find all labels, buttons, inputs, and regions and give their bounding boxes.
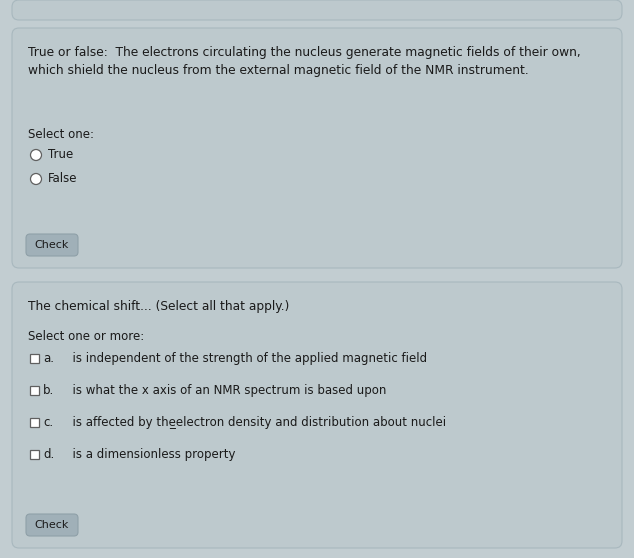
Circle shape <box>30 150 41 161</box>
FancyBboxPatch shape <box>12 282 622 548</box>
Text: b.: b. <box>43 384 55 397</box>
Text: d.: d. <box>43 448 55 461</box>
Text: which shield the nucleus from the external magnetic field of the NMR instrument.: which shield the nucleus from the extern… <box>28 64 529 77</box>
Text: Select one:: Select one: <box>28 128 94 141</box>
FancyBboxPatch shape <box>12 28 622 268</box>
FancyBboxPatch shape <box>30 354 39 363</box>
Text: False: False <box>48 172 77 185</box>
Circle shape <box>30 174 41 185</box>
Text: c.: c. <box>43 416 53 429</box>
FancyBboxPatch shape <box>12 0 622 20</box>
FancyBboxPatch shape <box>30 450 39 459</box>
Text: is affected by the̲electron density and distribution about nuclei: is affected by the̲electron density and … <box>65 416 446 429</box>
Text: Check: Check <box>35 520 69 530</box>
Text: Check: Check <box>35 240 69 250</box>
FancyBboxPatch shape <box>30 418 39 427</box>
Text: is a dimensionless property: is a dimensionless property <box>65 448 235 461</box>
Text: True or false:  The electrons circulating the nucleus generate magnetic fields o: True or false: The electrons circulating… <box>28 46 581 59</box>
FancyBboxPatch shape <box>26 514 78 536</box>
Text: The chemical shift... (Select all that apply.): The chemical shift... (Select all that a… <box>28 300 289 313</box>
Text: a.: a. <box>43 352 54 365</box>
Text: Select one or more:: Select one or more: <box>28 330 145 343</box>
Text: True: True <box>48 148 74 161</box>
Text: is what the x axis of an NMR spectrum is based upon: is what the x axis of an NMR spectrum is… <box>65 384 386 397</box>
FancyBboxPatch shape <box>26 234 78 256</box>
FancyBboxPatch shape <box>30 386 39 395</box>
Text: is independent of the strength of the applied magnetic field: is independent of the strength of the ap… <box>65 352 427 365</box>
